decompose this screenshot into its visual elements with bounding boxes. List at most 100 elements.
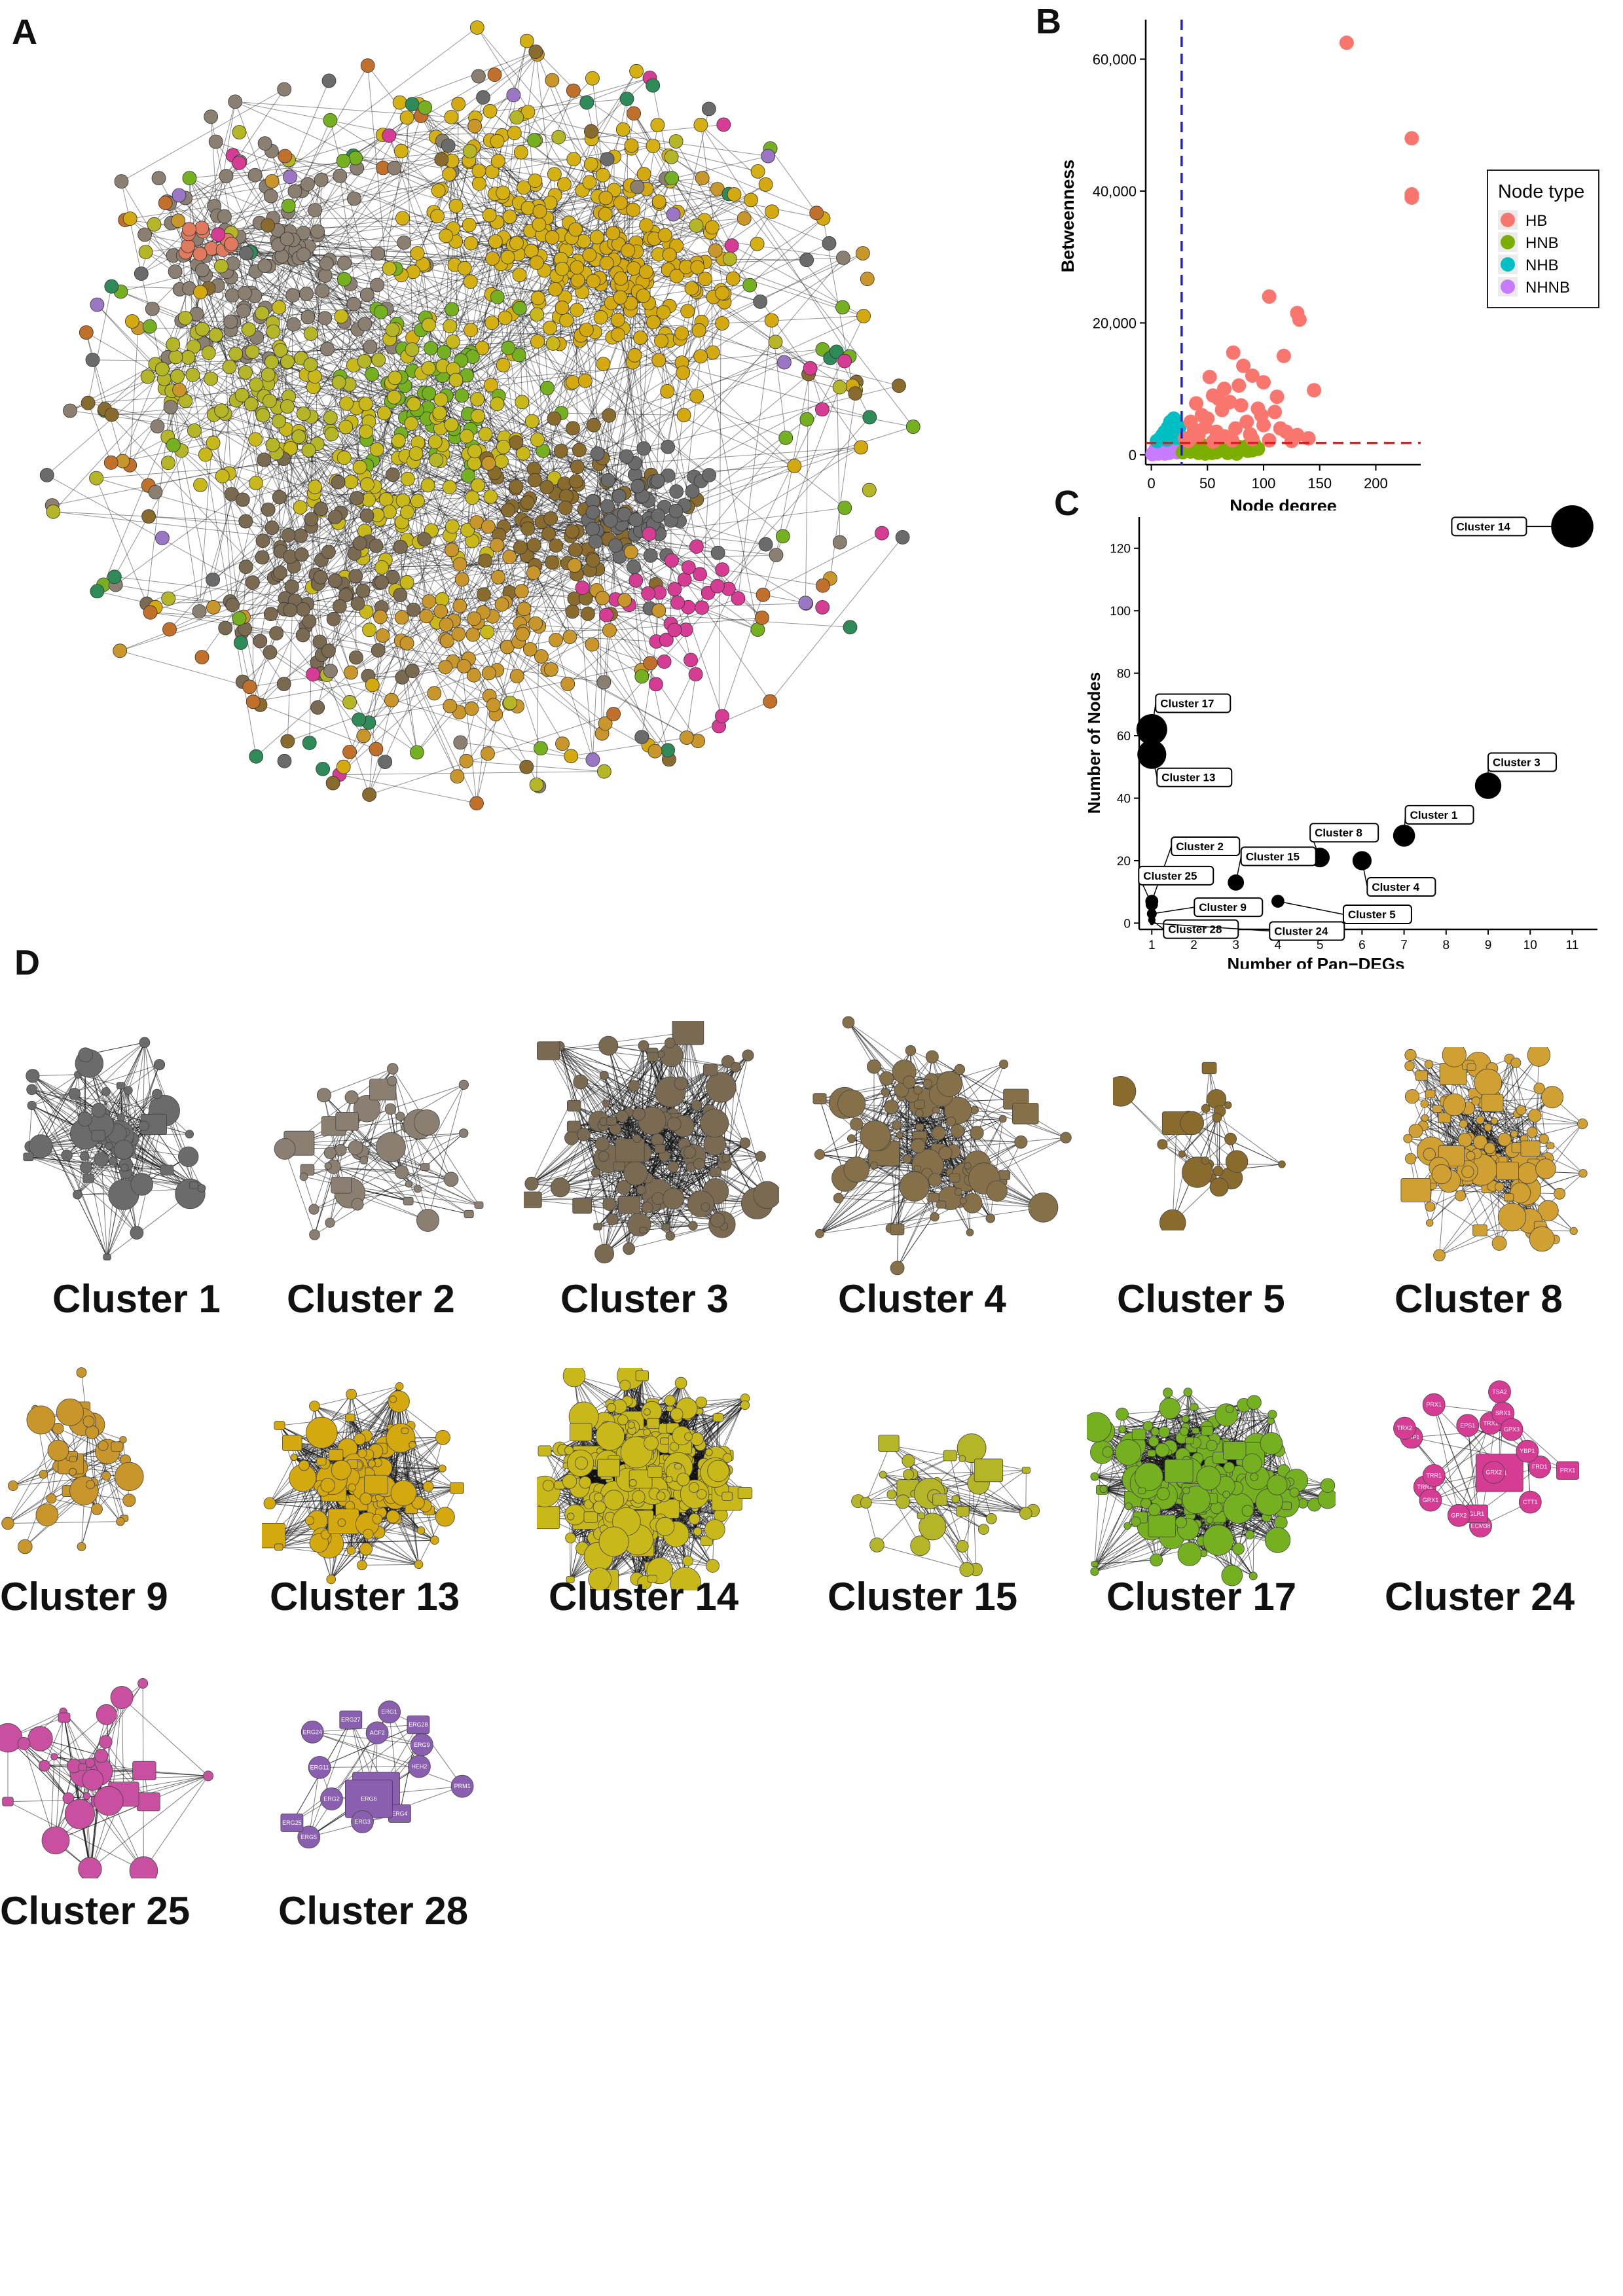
cluster-edge xyxy=(602,1103,607,1126)
cluster-edge xyxy=(628,1105,697,1158)
cluster-edge xyxy=(30,1138,133,1147)
network-node xyxy=(494,597,509,612)
network-node xyxy=(303,357,318,372)
cluster-edge xyxy=(548,1050,644,1230)
cluster-edge xyxy=(670,1144,685,1236)
cluster-node xyxy=(680,1145,694,1159)
cluster-edge xyxy=(689,1152,761,1157)
cluster-edge xyxy=(890,1198,951,1229)
network-node xyxy=(798,596,813,611)
cluster-edge xyxy=(945,1153,991,1219)
network-node xyxy=(387,160,401,175)
cluster-point-group: Cluster 14 xyxy=(1451,505,1594,548)
cluster-edge xyxy=(83,1139,189,1157)
cluster-node xyxy=(593,1223,602,1230)
cluster-edge xyxy=(953,1132,977,1152)
cluster-edge xyxy=(819,1069,960,1100)
cluster-edge xyxy=(609,1157,629,1204)
network-node xyxy=(194,650,210,664)
network-node xyxy=(357,317,373,331)
cluster-edge xyxy=(845,1102,892,1107)
cluster-edge xyxy=(910,1050,959,1108)
cluster-edge xyxy=(602,1143,629,1158)
point-hb xyxy=(1205,434,1220,449)
cluster-edge xyxy=(107,1117,122,1257)
cluster-node xyxy=(138,1121,149,1132)
cluster-edge xyxy=(672,1157,727,1199)
cluster-edge xyxy=(886,1078,939,1150)
cluster-edge xyxy=(109,1133,117,1147)
network-node xyxy=(662,247,677,262)
network-node xyxy=(315,283,330,298)
cluster-label-2: Cluster 2 xyxy=(287,1277,455,1321)
network-node xyxy=(280,399,295,414)
cluster-edge xyxy=(583,1116,623,1135)
cluster-edge xyxy=(30,1146,86,1168)
network-node xyxy=(693,349,708,364)
cluster-edge xyxy=(531,1111,650,1184)
cluster-node xyxy=(564,1130,579,1145)
cluster-edge xyxy=(314,1183,409,1210)
cluster-edge xyxy=(917,1084,930,1146)
network-node xyxy=(621,243,636,258)
network-edge xyxy=(466,761,604,772)
network-node xyxy=(555,261,570,276)
cluster-edge xyxy=(548,1050,605,1076)
cluster-edge xyxy=(116,1117,122,1134)
cluster-node xyxy=(591,1168,601,1177)
network-node xyxy=(232,611,247,626)
cluster-edge xyxy=(612,1067,737,1220)
network-node xyxy=(446,334,460,349)
cluster-node xyxy=(691,1100,702,1111)
cluster-edge xyxy=(927,1164,966,1177)
cluster-edge xyxy=(891,1106,1005,1176)
network-node xyxy=(107,569,122,584)
cluster-edge xyxy=(968,1170,998,1192)
network-node xyxy=(350,596,365,611)
cluster-node xyxy=(416,1208,439,1232)
cluster-edge xyxy=(580,1081,650,1113)
cluster-edge xyxy=(930,1079,975,1111)
cluster-edge xyxy=(109,1145,125,1202)
network-node xyxy=(375,628,390,643)
cluster-edge xyxy=(101,1042,145,1139)
cluster-edge xyxy=(647,1111,663,1179)
network-node xyxy=(323,113,338,128)
network-node xyxy=(137,227,153,242)
network-node xyxy=(613,195,628,210)
cluster-edge xyxy=(531,1110,710,1200)
cluster-edge xyxy=(284,1149,315,1235)
cluster-node xyxy=(141,1113,168,1135)
cluster-node xyxy=(684,1146,697,1159)
cluster-edge xyxy=(580,1081,658,1141)
cluster-node xyxy=(654,1144,666,1153)
network-node xyxy=(668,134,684,149)
cluster-edge xyxy=(653,1158,724,1205)
cluster-edge xyxy=(31,1089,190,1135)
cluster-edge xyxy=(123,1149,145,1182)
network-node xyxy=(539,480,555,495)
cluster-edge xyxy=(674,1055,748,1124)
cluster-edge xyxy=(560,1152,690,1188)
cluster-edge xyxy=(392,1081,418,1189)
network-node xyxy=(148,485,163,499)
cluster-edge xyxy=(603,1121,674,1199)
network-node xyxy=(215,469,230,484)
cluster-edge xyxy=(77,1074,191,1194)
cluster-edge xyxy=(109,1145,194,1186)
network-node xyxy=(445,543,460,558)
cluster-edge xyxy=(131,1178,142,1185)
cluster-edge xyxy=(902,1095,991,1219)
network-node xyxy=(478,553,493,568)
cluster-edge xyxy=(84,1156,124,1195)
network-node xyxy=(162,622,177,637)
cluster-edge xyxy=(608,1086,721,1159)
cluster-edge xyxy=(604,1203,636,1254)
network-node xyxy=(155,361,170,376)
cluster-edge xyxy=(629,1111,665,1119)
cluster-edge xyxy=(604,1069,711,1254)
network-node xyxy=(832,380,847,395)
network-node xyxy=(459,753,474,768)
cluster-edge xyxy=(873,1066,886,1092)
network-node xyxy=(629,573,644,588)
